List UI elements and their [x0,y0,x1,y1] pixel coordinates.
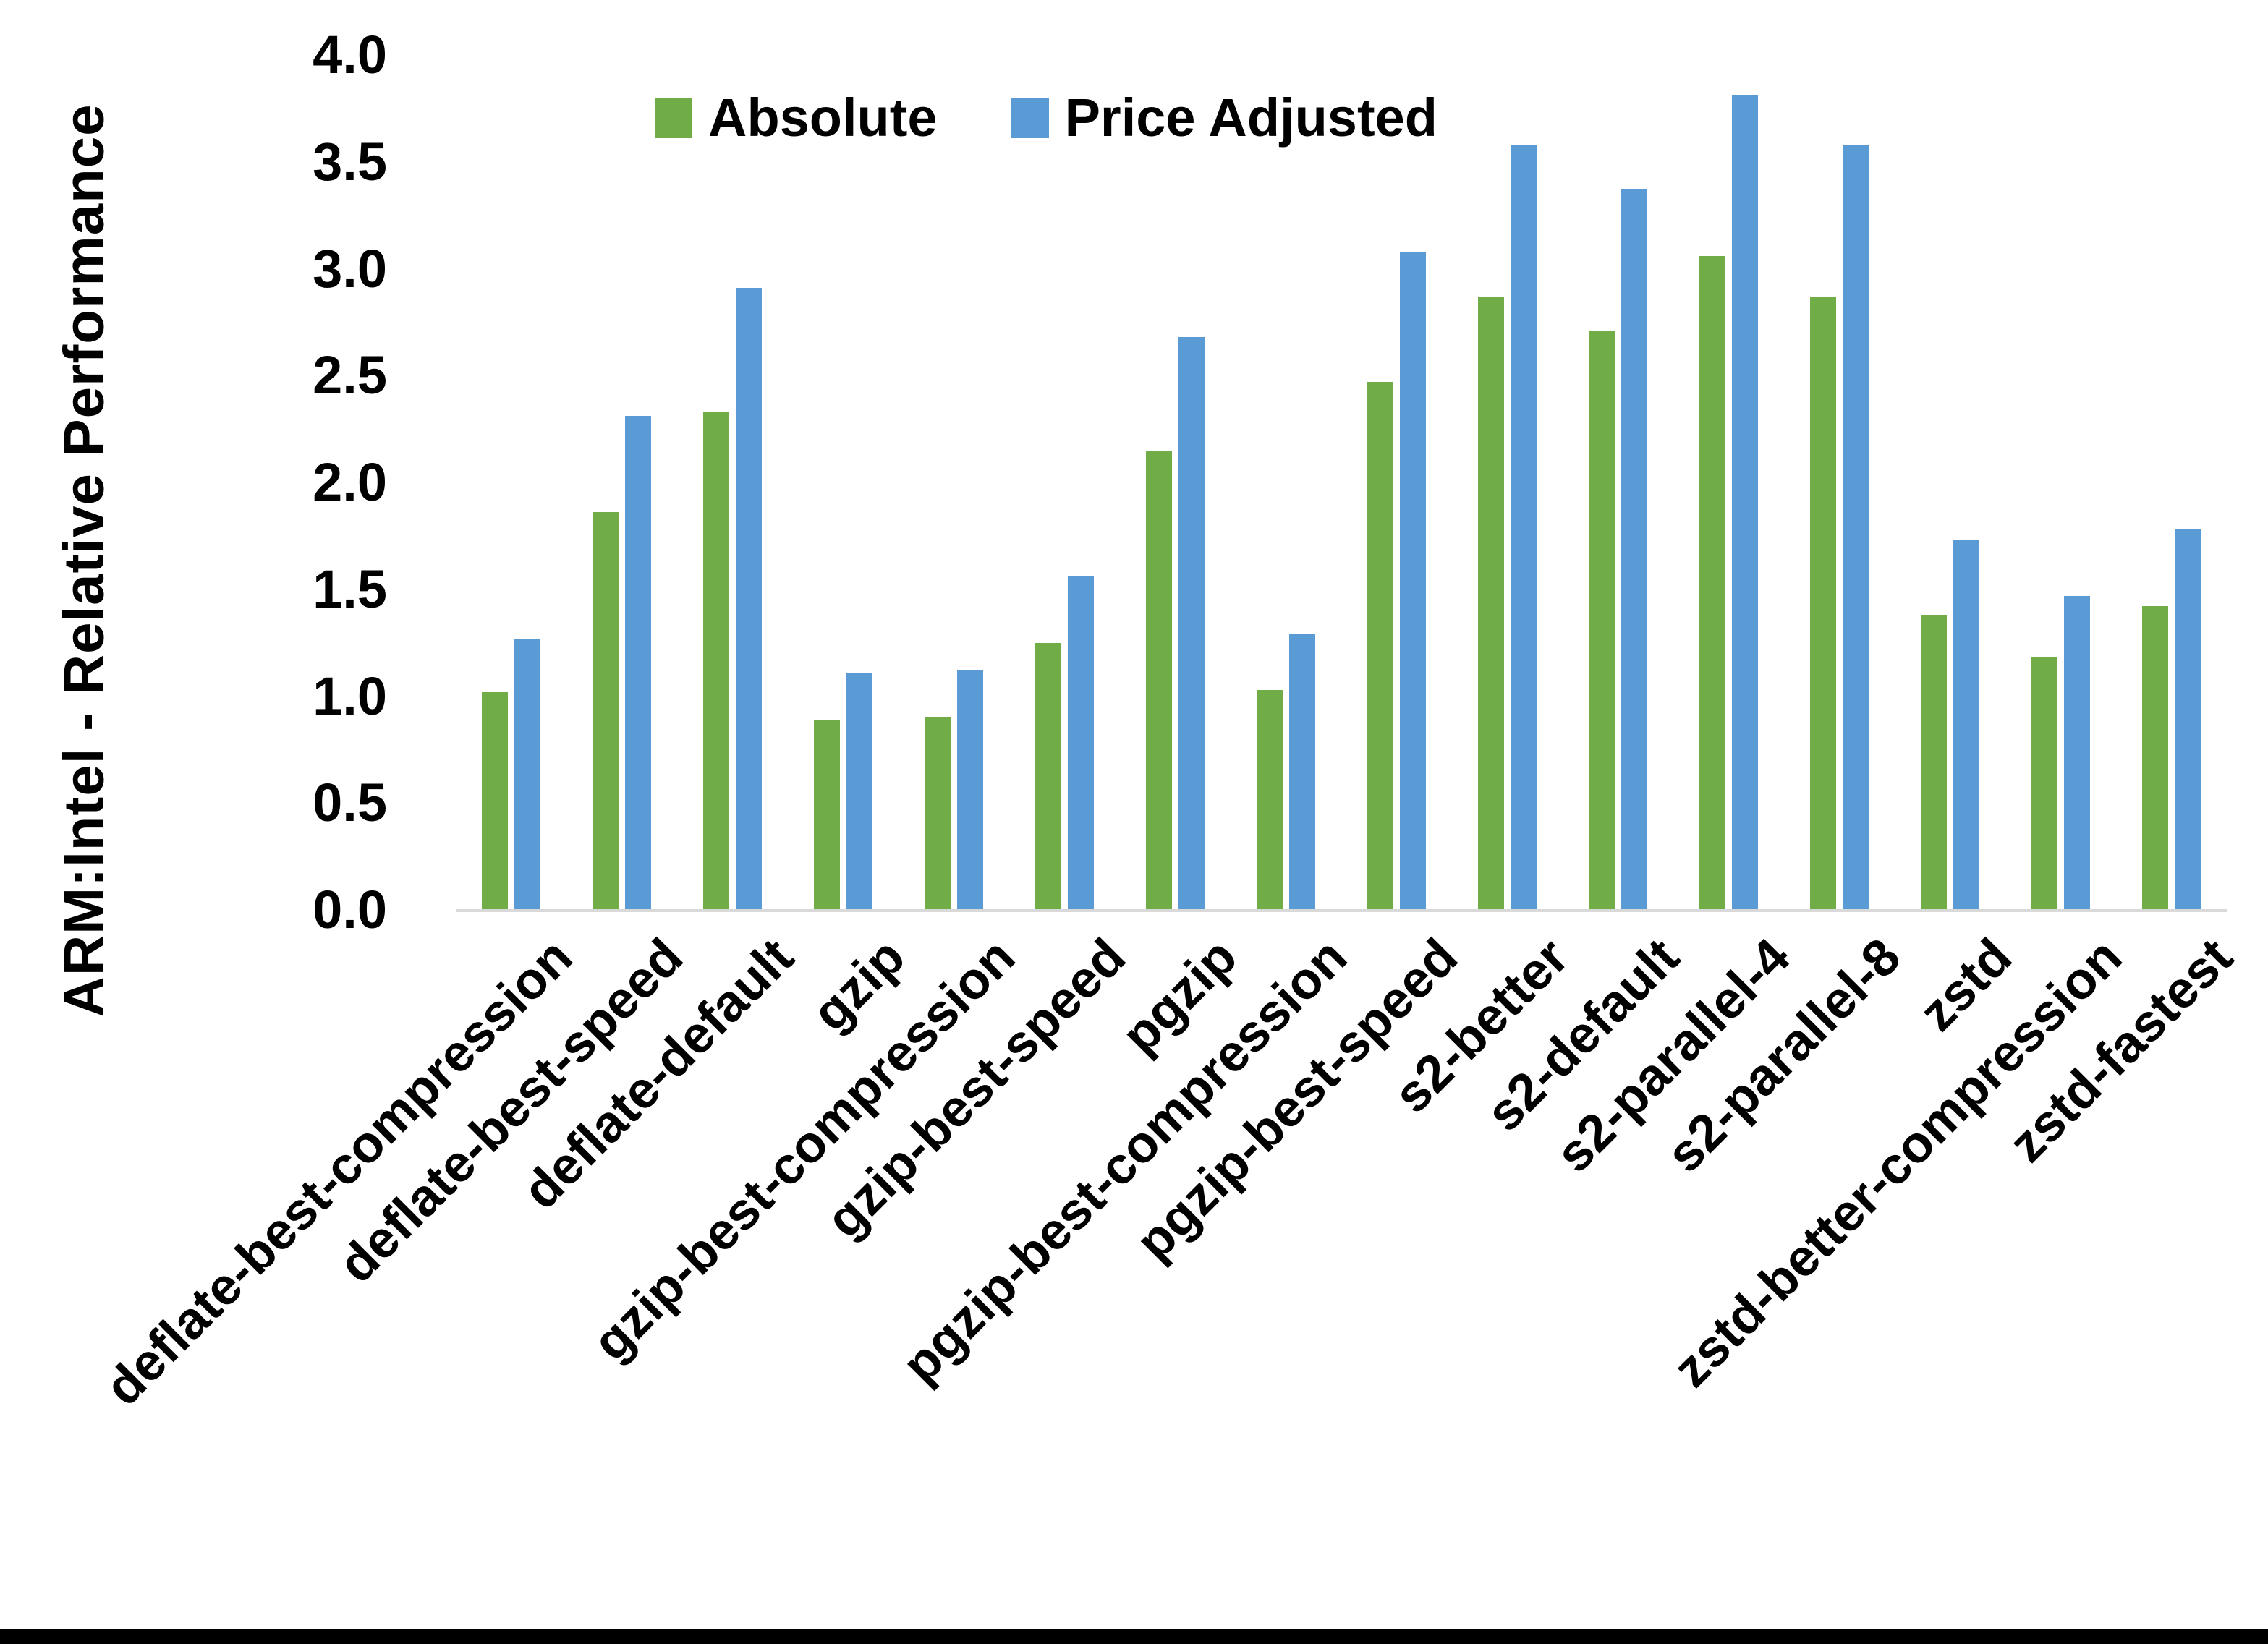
legend-swatch-absolute [655,98,692,138]
bar-absolute-pgzip-best-compression [1257,689,1283,910]
bar-price-adjusted-s2-default [1621,189,1647,910]
legend-swatch-price-adjusted [1011,98,1049,138]
y-tick-1.0: 1.0 [313,665,387,726]
bar-price-adjusted-pgzip [1178,337,1205,910]
y-tick-4.0: 4.0 [313,25,387,85]
bar-absolute-s2-parallel-4 [1699,255,1725,910]
plot-area [456,55,2227,912]
bar-group-pgzip [1120,55,1231,910]
bottom-border [0,1629,2268,1644]
bar-price-adjusted-zstd [1953,540,1979,910]
bar-price-adjusted-s2-parallel-8 [1843,145,1869,910]
bar-price-adjusted-pgzip-best-speed [1400,251,1426,910]
bar-price-adjusted-gzip-best-speed [1068,576,1094,910]
y-tick-0.0: 0.0 [313,880,387,940]
bar-absolute-zstd-better-compression [2031,657,2057,910]
bar-price-adjusted-deflate-best-compression [514,638,540,910]
bar-absolute-pgzip-best-speed [1367,382,1393,910]
y-tick-2.5: 2.5 [313,345,387,406]
bar-price-adjusted-gzip-best-compression [957,670,983,910]
bar-price-adjusted-zstd-better-compression [2064,595,2090,910]
bar-absolute-deflate-best-speed [593,512,619,910]
bar-absolute-deflate-best-compression [482,691,508,910]
bar-group-s2-parallel-4 [1673,55,1784,910]
bar-price-adjusted-s2-parallel-4 [1732,95,1758,910]
bar-price-adjusted-pgzip-best-compression [1289,634,1315,910]
bar-price-adjusted-s2-better [1511,145,1537,910]
y-tick-1.5: 1.5 [313,558,387,619]
bar-absolute-zstd-fastest [2142,606,2168,910]
bar-absolute-zstd [1921,615,1947,910]
bar-group-s2-better [1452,55,1563,910]
bar-absolute-s2-default [1589,331,1615,910]
bar-price-adjusted-zstd-fastest [2175,529,2201,910]
bar-group-pgzip-best-speed [1341,55,1452,910]
bar-group-deflate-best-speed [566,55,677,910]
bar-group-gzip-best-compression [899,55,1009,910]
legend-label-price-adjusted: Price Adjusted [1064,88,1437,148]
y-tick-2.0: 2.0 [313,452,387,512]
bar-group-s2-parallel-8 [1784,55,1895,910]
bar-absolute-s2-parallel-8 [1810,296,1836,910]
y-tick-3.5: 3.5 [313,131,387,192]
bar-group-zstd-better-compression [2005,55,2116,910]
bar-absolute-gzip-best-speed [1035,642,1061,910]
y-tick-0.5: 0.5 [313,772,387,833]
bar-absolute-s2-better [1478,296,1504,910]
legend: Absolute Price Adjusted [655,91,1437,145]
bar-group-pgzip-best-compression [1231,55,1341,910]
bar-group-s2-default [1563,55,1673,910]
bar-group-zstd-fastest [2116,55,2227,910]
bar-absolute-gzip [814,720,840,910]
y-tick-3.0: 3.0 [313,238,387,299]
bar-price-adjusted-deflate-default [736,288,762,910]
legend-label-absolute: Absolute [708,88,938,148]
x-label-deflate-best-compression: deflate-best-compression [94,927,584,1417]
bar-absolute-deflate-default [703,412,729,910]
bar-group-gzip-best-speed [1009,55,1120,910]
bar-price-adjusted-gzip [846,673,872,910]
x-axis-line [456,909,2227,912]
bar-price-adjusted-deflate-best-speed [625,416,651,910]
bar-group-zstd [1895,55,2005,910]
bar-group-gzip [788,55,899,910]
bar-group-deflate-best-compression [456,55,566,910]
bar-absolute-pgzip [1146,450,1172,910]
bar-absolute-gzip-best-compression [925,717,951,910]
bar-group-deflate-default [677,55,788,910]
